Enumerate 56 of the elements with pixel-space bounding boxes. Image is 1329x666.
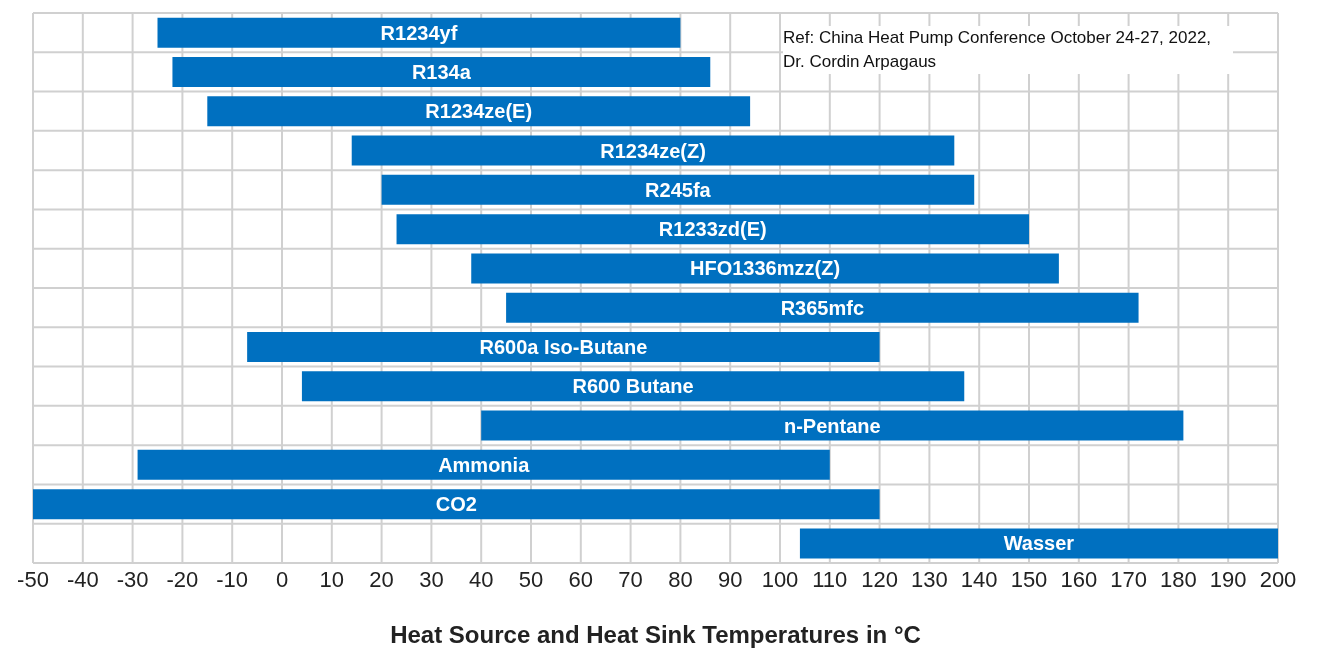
x-tick-label: 10 [319, 566, 345, 592]
bar [396, 214, 1029, 245]
bar [799, 528, 1278, 559]
bar [351, 135, 955, 166]
x-tick-label: 50 [518, 566, 544, 592]
x-tick-label: 150 [1010, 566, 1048, 592]
y-tick-label: R600 Butane [572, 375, 694, 398]
y-tick-label: HFO1336mzz(Z) [690, 257, 841, 280]
y-tick-label: R1234ze(Z) [600, 139, 706, 162]
x-tick-label: 120 [861, 566, 898, 592]
x-tick-label: 30 [419, 566, 444, 592]
bar [33, 489, 880, 520]
x-tick-label: 200 [1259, 566, 1297, 592]
x-tick-label: 140 [960, 566, 998, 592]
x-tick-label: -20 [166, 566, 199, 592]
bar [207, 96, 751, 127]
x-tick-label: -30 [116, 566, 149, 592]
x-tick-label: 0 [275, 566, 289, 592]
x-tick-label: 80 [668, 566, 693, 592]
x-tick-label: 100 [761, 566, 799, 592]
bar [481, 410, 1184, 441]
x-tick-label: 130 [911, 566, 948, 592]
bar [301, 371, 965, 402]
bar [471, 253, 1059, 284]
bar [381, 174, 975, 205]
x-tick-label: 180 [1160, 566, 1197, 592]
y-tick-label: R245fa [645, 178, 712, 201]
bar [247, 332, 880, 362]
bar [137, 449, 830, 480]
x-axis-title: Heat Source and Heat Sink Temperatures in °C [390, 621, 921, 648]
x-tick-label: -10 [216, 566, 249, 592]
y-tick-label: R365mfc [780, 296, 865, 319]
bar [506, 292, 1139, 323]
bar [157, 17, 681, 48]
y-tick-label: CO2 [435, 493, 477, 516]
x-tick-label: 110 [812, 566, 848, 592]
x-tick-label: 90 [717, 566, 743, 592]
bar [172, 57, 711, 87]
x-tick-label: 40 [468, 566, 494, 592]
x-tick-label: 60 [568, 566, 594, 592]
x-tick-label: 160 [1060, 566, 1098, 592]
y-tick-label: R1234ze(E) [425, 100, 533, 123]
annotation: Ref: China Heat Pump Conference October 24-27, 2022, Dr. Cordin Arpagaus [783, 26, 1233, 74]
y-tick-label: Wasser [1003, 532, 1075, 555]
y-tick-label: R600a Iso-Butane [479, 336, 648, 358]
x-tick-label: 170 [1110, 566, 1147, 592]
y-tick-label: R134a [411, 61, 472, 83]
x-tick-label: -40 [66, 566, 99, 592]
x-tick-label: 190 [1209, 566, 1247, 592]
y-tick-label: R1234yf [380, 21, 458, 44]
y-tick-label: Ammonia [438, 453, 531, 476]
x-tick-label: 70 [618, 566, 643, 592]
x-tick-label: 20 [369, 566, 394, 592]
y-tick-label: n-Pentane [783, 414, 881, 437]
x-tick-label: -50 [17, 566, 49, 592]
y-tick-label: R1233zd(E) [658, 218, 767, 241]
